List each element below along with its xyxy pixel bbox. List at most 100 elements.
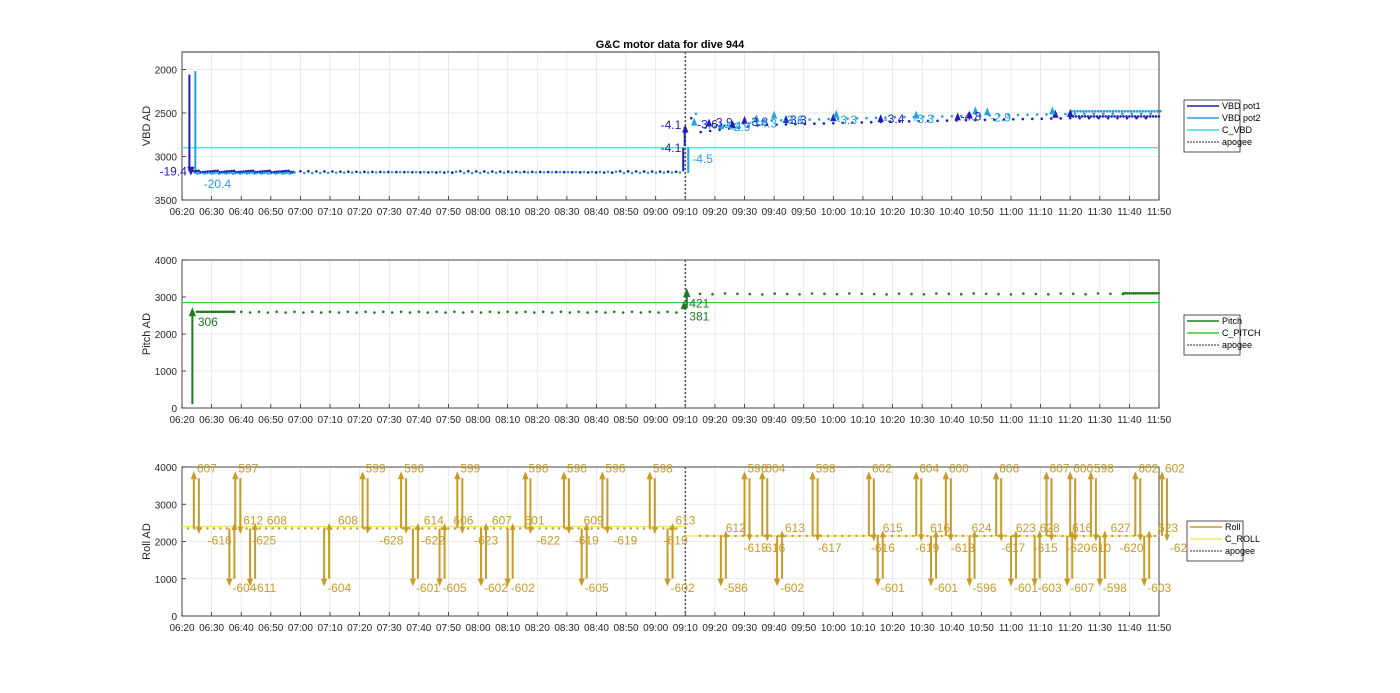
pitch-point — [621, 311, 625, 314]
x-tick-label: 09:30 — [732, 207, 757, 218]
pitch-point — [224, 310, 228, 314]
vbd-pot2-point — [196, 172, 199, 175]
roll-point — [769, 534, 773, 538]
vbd-pot2-point — [855, 117, 859, 120]
vbd-annotation: -20.4 — [204, 177, 232, 191]
roll-marker — [1137, 534, 1144, 542]
vbd-pot1-point — [618, 169, 622, 173]
vbd-pot2-point — [713, 125, 717, 128]
roll-annotation: -619 — [915, 541, 939, 555]
pitch-point — [972, 292, 975, 295]
roll-marker — [483, 522, 489, 530]
vbd-pot2-point — [1108, 109, 1112, 113]
roll-point — [343, 527, 346, 530]
roll-annotation: -604 — [327, 581, 351, 595]
vbd-pot1-point — [1074, 115, 1078, 118]
roll-marker — [1140, 578, 1148, 587]
roll-annotation: -607 — [1070, 581, 1094, 595]
vbd-pot1-point — [1107, 115, 1110, 118]
vbd-annotation: -4.5 — [692, 152, 713, 166]
roll-marker — [1048, 534, 1055, 542]
vbd-pot2-point — [334, 171, 338, 175]
roll-annotation: 612 — [726, 521, 746, 535]
vbd-pot2-marker — [690, 117, 698, 126]
roll-point — [382, 527, 385, 530]
vbd-pot1-point — [466, 170, 470, 173]
vbd-pot1-point — [197, 169, 200, 173]
vbd-pot1-point — [936, 119, 939, 123]
x-tick-label: 09:20 — [702, 623, 727, 634]
pitch-point — [228, 310, 232, 314]
y-tick-label: 4000 — [155, 256, 178, 267]
roll-marker — [454, 471, 461, 480]
vbd-pot1-point — [850, 121, 854, 124]
pitch-point — [1071, 292, 1075, 296]
pitch-point — [346, 310, 350, 314]
roll-marker — [397, 471, 405, 480]
roll-point — [912, 534, 915, 538]
roll-annotation: 596 — [748, 462, 768, 476]
pitch-point — [212, 310, 215, 314]
pitch-point — [293, 310, 296, 314]
roll-marker — [504, 578, 511, 587]
x-tick-label: 10:50 — [969, 623, 994, 634]
roll-point — [755, 534, 759, 538]
pitch-point — [997, 292, 1000, 296]
roll-point — [473, 527, 476, 530]
roll-point — [833, 534, 837, 538]
roll-point — [636, 527, 639, 530]
vbd-pot1-point — [594, 171, 598, 174]
vbd-pot1-point — [514, 170, 518, 174]
vbd-pot1-point — [756, 124, 759, 127]
vbd-pot1-point — [1030, 117, 1034, 121]
vbd-pot1-marker — [682, 124, 689, 133]
x-tick-label: 07:20 — [347, 415, 372, 426]
roll-marker — [1064, 578, 1071, 587]
vbd-pot1-point — [268, 169, 271, 173]
vbd-pot1-point — [869, 120, 873, 124]
vbd-pot1-point — [1110, 115, 1113, 118]
x-tick-label: 11:00 — [999, 207, 1024, 218]
vbd-annotation: -3.9 — [712, 116, 733, 130]
vbd-pot2-point — [694, 112, 698, 116]
roll-point — [961, 534, 965, 538]
vbd-pot1-point — [1002, 118, 1006, 121]
x-tick-label: 08:10 — [495, 415, 520, 426]
pitch-marker — [683, 288, 691, 298]
vbd-pot1-point — [315, 170, 318, 173]
roll-point — [277, 527, 281, 530]
vbd-pot2-marker — [1049, 106, 1056, 115]
vbd-pot1-point — [602, 171, 606, 174]
roll-point — [706, 534, 709, 538]
roll-annotation: 599 — [366, 462, 386, 476]
vbd-pot1-point — [983, 118, 987, 122]
pitch-point — [408, 311, 412, 314]
x-tick-label: 11:20 — [1058, 415, 1083, 426]
roll-marker — [509, 522, 516, 530]
y-tick-label: 3000 — [155, 293, 178, 304]
vbd-pot2-point — [518, 171, 522, 174]
vbd-pot1-point — [1157, 115, 1161, 118]
vbd-pot2-point — [817, 118, 821, 121]
roll-annotation: -628 — [379, 533, 403, 547]
vbd-pot2-point — [1126, 109, 1130, 113]
pitch-point — [218, 310, 221, 314]
roll-annotation: -615 — [1034, 541, 1058, 555]
x-tick-label: 10:00 — [821, 207, 846, 218]
vbd-pot2-point — [670, 171, 674, 174]
y-axis-label: Roll AD — [141, 523, 153, 560]
pitch-point — [390, 311, 394, 314]
roll-point — [538, 527, 541, 530]
vbd-pot2-point — [382, 171, 386, 174]
pitch-point — [959, 292, 963, 296]
roll-annotation: -586 — [724, 581, 748, 595]
vbd-pot1-point — [1139, 115, 1143, 118]
vbd-annotation: -3.4 — [884, 112, 905, 126]
vbd-pot1-point — [506, 170, 510, 173]
pitch-point — [275, 310, 279, 314]
roll-point — [926, 534, 929, 538]
pitch-point — [214, 310, 217, 314]
pitch-point — [506, 310, 509, 314]
pitch-point — [910, 292, 913, 296]
